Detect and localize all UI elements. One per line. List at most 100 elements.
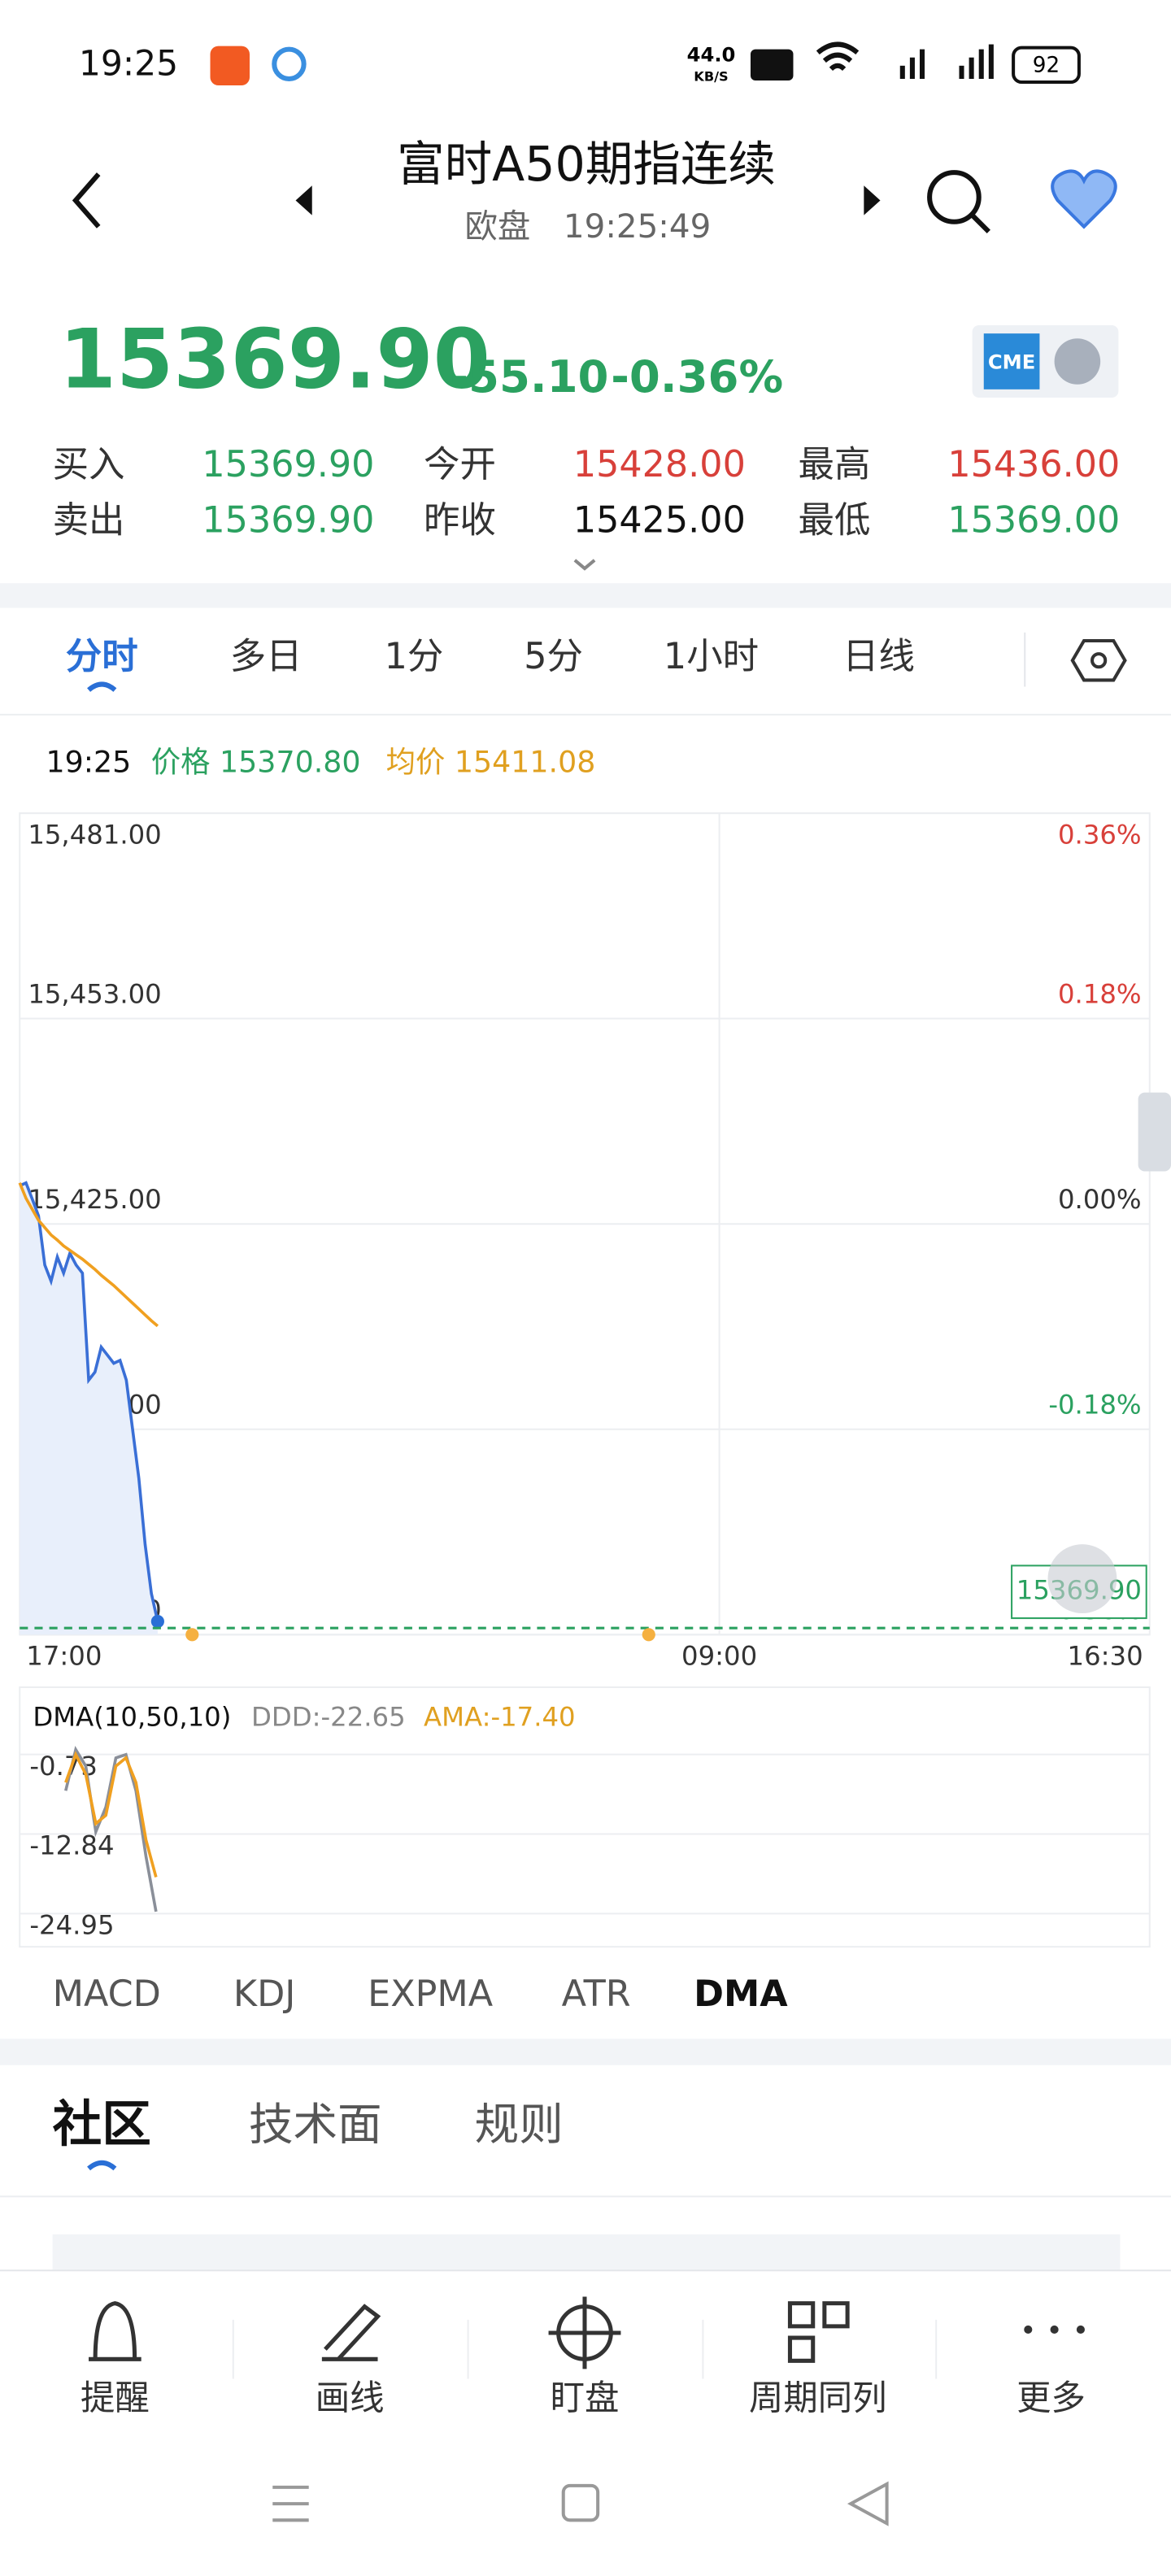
session: 欧盘 <box>465 207 531 246</box>
y2-tick-label: 0.36% <box>1058 819 1142 850</box>
section-tab[interactable]: 技术面 <box>249 2099 382 2151</box>
net-unit: KB/S <box>694 68 728 84</box>
stat-value: 15428.00 <box>573 444 746 485</box>
series-line <box>64 1751 158 1878</box>
info-time: 19:25 <box>46 744 132 779</box>
next-button[interactable] <box>864 185 881 215</box>
nav-icon <box>1076 2325 1085 2334</box>
y-tick-label: 15,481.00 <box>28 819 161 850</box>
nav-icon <box>1050 2325 1059 2334</box>
series-line <box>64 1746 158 1912</box>
session-marker <box>185 1628 199 1642</box>
indicator-title: DMA(10,50,10) <box>33 1701 231 1732</box>
stat-label: 昨收 <box>424 499 496 541</box>
prev-button[interactable] <box>295 185 312 215</box>
tab-indicator <box>87 681 117 692</box>
hd-icon <box>750 49 794 80</box>
tab[interactable]: 多日 <box>230 636 303 677</box>
y-tick-label: 15,453.00 <box>28 978 161 1009</box>
stat-label: 今开 <box>424 444 496 485</box>
stats: 买入 15369.90 今开 15428.00 最高 15436.00 卖出 1… <box>53 444 1121 542</box>
title: 富时A50期指连续 <box>397 137 776 192</box>
wifi-icon <box>816 41 860 72</box>
indicator-tabs: MACD KDJ EXPMA ATR DMA <box>53 1973 789 2015</box>
battery <box>1012 46 1081 85</box>
legend-entry: DDD:-22.65 <box>251 1701 406 1732</box>
section-tab[interactable]: 规则 <box>475 2099 564 2151</box>
tab[interactable]: 分时 <box>66 636 138 677</box>
battery-level: 92 <box>1033 53 1060 77</box>
tabs: 分时 多日 1分 5分 1小时 日线 <box>66 636 915 692</box>
last-price: 15369.90 <box>59 311 490 407</box>
current-dot <box>150 1614 164 1629</box>
session-marker <box>642 1628 655 1642</box>
content-card <box>52 2234 1121 2271</box>
currency-icon <box>1054 338 1101 385</box>
nav-item[interactable]: 画线 <box>316 2378 385 2418</box>
divider <box>0 583 1171 608</box>
back-nav-button[interactable] <box>847 2481 889 2526</box>
tab[interactable]: 1小时 <box>664 636 759 677</box>
stat-label: 买入 <box>53 444 125 485</box>
menu-button[interactable] <box>272 2485 309 2522</box>
x-tick-label: 17:00 <box>26 1641 102 1672</box>
nav-icon <box>321 2304 381 2361</box>
net-speed: 44.0 <box>687 43 736 67</box>
indicator-tab[interactable]: EXPMA <box>368 1973 494 2015</box>
indicator-tab[interactable]: MACD <box>53 1973 161 2015</box>
stat-value: 15436.00 <box>947 444 1120 485</box>
favorite-button[interactable] <box>1051 169 1117 229</box>
indicator-tab[interactable]: ATR <box>562 1973 631 2015</box>
change: -55.10 <box>450 350 608 402</box>
app-icon <box>272 46 307 82</box>
y-tick-label: -12.84 <box>29 1830 114 1861</box>
cme-text: CME <box>988 350 1035 374</box>
nav-item[interactable]: 盯盘 <box>551 2378 620 2418</box>
indicator-tab[interactable]: DMA <box>694 1973 788 2015</box>
info-avg: 均价 15411.08 <box>386 744 596 779</box>
stat-value: 15369.00 <box>947 499 1120 541</box>
stat-label: 卖出 <box>53 499 125 541</box>
tab[interactable]: 1分 <box>385 636 444 677</box>
signal-icons <box>899 44 994 79</box>
tab-indicator <box>87 2160 117 2171</box>
indicator-tab[interactable]: KDJ <box>233 1973 295 2015</box>
search-button[interactable] <box>927 170 990 234</box>
y2-tick-label: -0.18% <box>1048 1389 1141 1420</box>
expand[interactable] <box>573 559 596 571</box>
back-button[interactable] <box>72 172 101 228</box>
status-time: 19:25 <box>79 44 178 84</box>
x-tick-label: 16:30 <box>1068 1641 1143 1672</box>
expand-button[interactable] <box>1047 1544 1117 1614</box>
settings-button[interactable] <box>1070 638 1127 682</box>
section-tabs: 社区 技术面 规则 <box>53 2096 564 2171</box>
tab[interactable]: 日线 <box>842 636 915 677</box>
price-area <box>20 1182 158 1635</box>
stat-value: 15369.90 <box>202 499 374 541</box>
nav-item[interactable]: 更多 <box>1016 2378 1086 2418</box>
series-line <box>18 1182 159 1328</box>
change-percent: -0.36% <box>611 350 783 402</box>
home-button[interactable] <box>561 2483 600 2522</box>
x-tick-label: 09:00 <box>681 1641 757 1672</box>
nav-icon <box>548 2296 621 2369</box>
y-tick-label: 15,425.00 <box>28 1184 161 1215</box>
nav-item[interactable]: 周期同列 <box>749 2378 887 2418</box>
price-chart: 15,481.0015,453.0015,425.0015,397.0015,3… <box>18 812 1150 1672</box>
tab[interactable]: 5分 <box>524 636 583 677</box>
stat-label: 最低 <box>799 499 871 541</box>
side-handle[interactable] <box>1138 1092 1171 1172</box>
stat-label: 最高 <box>799 444 871 485</box>
settings-dot <box>1090 652 1108 669</box>
divider <box>0 2039 1171 2065</box>
indicator-frame <box>19 1686 1151 1948</box>
session-time: 19:25:49 <box>564 207 711 246</box>
section-tab[interactable]: 社区 <box>53 2096 151 2153</box>
bottom-nav: 提醒 画线 盯盘 周期同列 更多 <box>81 2296 1086 2418</box>
stat-value: 15369.90 <box>202 444 374 485</box>
nav-icon <box>556 2304 613 2361</box>
nav-item[interactable]: 提醒 <box>81 2378 150 2418</box>
stat-value: 15425.00 <box>573 499 746 541</box>
